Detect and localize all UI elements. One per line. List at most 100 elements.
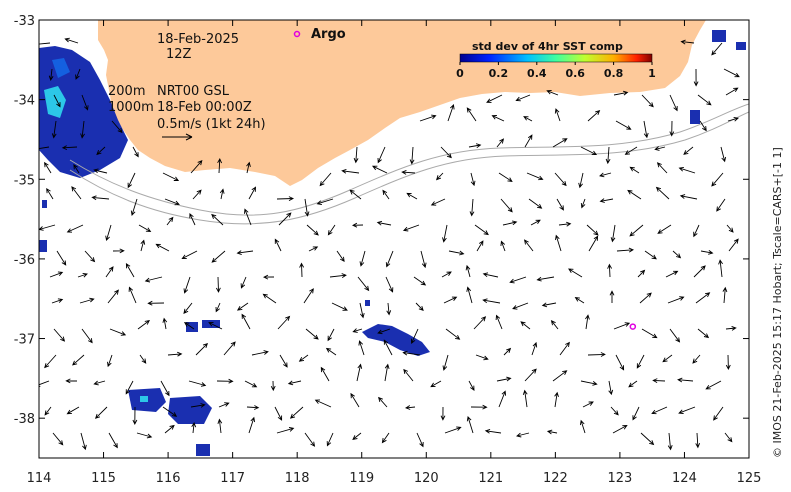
current-arrow [612, 425, 628, 434]
current-arrow [274, 406, 283, 421]
current-arrow [711, 42, 723, 56]
current-arrow [385, 276, 394, 293]
current-arrow [319, 172, 332, 187]
current-arrow [443, 296, 458, 304]
current-arrow [386, 302, 392, 316]
current-arrow [139, 354, 147, 364]
current-arrow [262, 274, 275, 280]
current-arrow [636, 354, 645, 369]
current-arrow [705, 380, 722, 390]
current-arrow [605, 146, 611, 165]
current-arrow [723, 68, 740, 78]
current-arrow [164, 198, 180, 206]
current-arrow [498, 390, 507, 408]
current-arrow [91, 195, 110, 201]
current-arrow [655, 186, 670, 200]
current-arrow [359, 250, 366, 267]
current-arrow [219, 188, 225, 200]
current-arrow [624, 146, 638, 155]
current-arrow [371, 165, 388, 174]
current-arrow [469, 198, 475, 217]
current-arrow [308, 246, 319, 252]
current-arrow [409, 146, 415, 165]
current-arrow [558, 221, 572, 227]
current-arrow [413, 276, 427, 286]
current-arrow [94, 406, 108, 419]
current-arrow [80, 432, 87, 451]
current-arrow [241, 313, 251, 330]
current-arrow [445, 328, 461, 340]
current-arrow [580, 380, 598, 386]
current-arrow [71, 186, 82, 200]
current-arrow [496, 376, 512, 382]
current-arrow [216, 378, 234, 384]
current-arrow [66, 224, 84, 233]
argo-float-marker [629, 323, 637, 330]
current-arrow [466, 107, 477, 122]
current-arrow [75, 68, 81, 80]
current-arrow [304, 432, 316, 447]
current-arrow [522, 389, 528, 408]
current-arrow [274, 238, 282, 252]
current-arrow [73, 164, 80, 174]
current-arrow [244, 208, 252, 226]
x-tick-label: 121 [478, 471, 503, 486]
current-arrow [352, 432, 362, 441]
current-arrow [279, 354, 288, 368]
current-arrow [276, 427, 295, 434]
current-arrow [662, 354, 673, 363]
current-arrow [353, 146, 359, 164]
current-arrow [167, 351, 183, 357]
current-arrow [615, 354, 625, 371]
current-arrow [66, 406, 80, 415]
annotation-date: 18-Feb-2025 [157, 32, 239, 47]
current-arrow [53, 328, 66, 342]
current-arrow [383, 339, 393, 356]
current-arrow [692, 354, 701, 364]
current-arrow [381, 432, 390, 444]
x-tick-label: 124 [672, 471, 697, 486]
current-arrow [326, 432, 334, 447]
current-arrow [404, 405, 416, 410]
current-arrow [140, 239, 146, 252]
current-arrow [442, 354, 449, 371]
current-arrow [378, 396, 388, 408]
annotation-scale-label: 0.5m/s (1kt 24h) [157, 117, 266, 132]
current-arrow [697, 94, 712, 106]
current-arrow [211, 250, 226, 263]
current-arrow [610, 406, 619, 416]
current-arrow [587, 352, 606, 357]
current-arrow [410, 328, 419, 345]
sst-anomaly-patch-northeast [690, 30, 746, 124]
current-arrow [679, 194, 698, 200]
current-arrow [656, 162, 668, 174]
current-arrow [442, 224, 448, 243]
y-tick-label: -38 [14, 412, 35, 427]
current-arrow [305, 328, 319, 340]
current-arrow [44, 406, 52, 416]
current-arrow [416, 432, 424, 448]
current-arrow [105, 266, 114, 278]
x-tick-label: 115 [91, 471, 116, 486]
current-arrow [287, 380, 302, 386]
current-arrow [531, 341, 538, 356]
x-tick-label: 117 [220, 471, 245, 486]
current-arrow [192, 189, 202, 200]
current-arrow [495, 314, 503, 330]
current-arrow [524, 368, 537, 382]
current-arrow [320, 366, 330, 382]
current-arrow [678, 166, 696, 174]
current-arrow [444, 426, 462, 434]
current-arrow [580, 198, 586, 209]
current-arrow [125, 263, 135, 278]
current-arrow [384, 363, 390, 382]
current-arrow [105, 224, 112, 242]
current-arrow [190, 403, 206, 408]
current-arrow [44, 161, 52, 174]
current-arrow [166, 216, 174, 226]
current-arrow [403, 368, 414, 382]
colorbar-title: std dev of 4hr SST comp [472, 40, 623, 53]
current-arrow [217, 158, 223, 174]
y-tick-label: -35 [14, 173, 35, 188]
current-arrow [470, 404, 488, 410]
